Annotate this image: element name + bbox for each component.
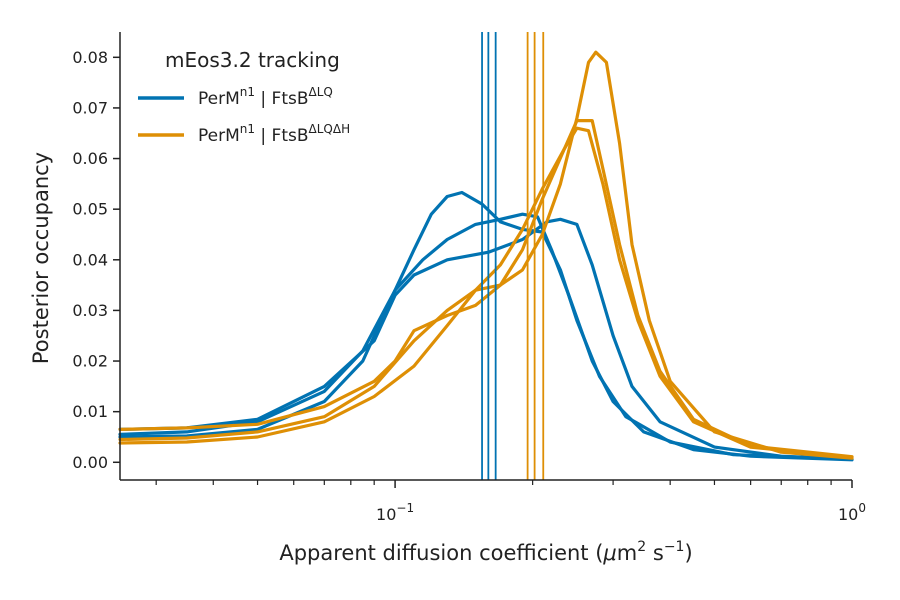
series-line-2 (118, 217, 854, 461)
series-line-0 (118, 212, 854, 462)
y-tick-label-7: 0.07 (72, 98, 108, 117)
x-tick-label-0: 10−1 (376, 501, 414, 524)
y-tick-label-3: 0.03 (72, 301, 108, 320)
x-axis-title: Apparent diffusion coefficient (μm2 s−1) (279, 539, 692, 565)
y-tick-label-5: 0.05 (72, 200, 108, 219)
legend-label-0: PerMn1 | FtsBΔLQ (198, 85, 333, 109)
y-axis-ticks: 0.00 0.01 0.02 0.03 0.04 0.05 0.06 0.07 0.08 (72, 48, 120, 472)
x-axis-ticks (155, 480, 853, 488)
series-line-5 (118, 50, 854, 460)
series-line-3 (118, 126, 854, 459)
plot-area (118, 32, 854, 480)
y-tick-label-0: 0.00 (72, 453, 108, 472)
series-line-4 (118, 119, 854, 459)
series-line-1 (118, 190, 854, 461)
legend: mEos3.2 tracking PerMn1 | FtsBΔLQ PerMn1… (138, 48, 350, 146)
y-tick-label-1: 0.01 (72, 402, 108, 421)
legend-label-1: PerMn1 | FtsBΔLQΔH (198, 122, 350, 146)
y-tick-label-2: 0.02 (72, 352, 108, 371)
legend-title: mEos3.2 tracking (165, 48, 340, 72)
y-tick-label-6: 0.06 (72, 149, 108, 168)
y-axis-title: Posterior occupancy (29, 152, 53, 364)
x-tick-label-1: 100 (838, 501, 866, 524)
series-lines (118, 50, 854, 462)
y-tick-label-8: 0.08 (72, 48, 108, 67)
y-tick-label-4: 0.04 (72, 250, 108, 269)
reference-lines (481, 32, 545, 480)
